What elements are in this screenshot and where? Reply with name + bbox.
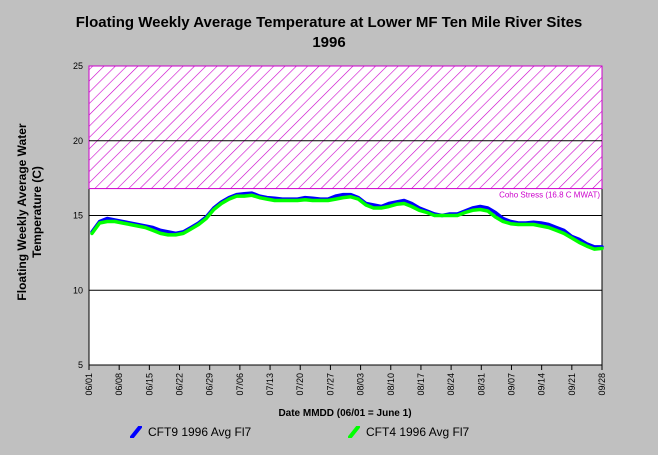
x-tick-label: 06/08: [114, 373, 124, 396]
legend-label-cft4: CFT4 1996 Avg Fl7: [366, 425, 470, 439]
chart-title-line2: 1996: [312, 34, 346, 51]
x-tick-label: 08/03: [356, 373, 366, 396]
x-tick-label: 09/28: [597, 373, 607, 396]
x-tick-label: 06/15: [144, 373, 154, 396]
x-tick-label: 08/10: [386, 373, 396, 396]
series-layer: [90, 191, 604, 251]
x-tick-label: 06/22: [175, 373, 185, 396]
x-tick-label: 09/21: [567, 373, 577, 396]
grid-layer: [89, 140, 602, 291]
x-tick-label: 07/13: [265, 373, 275, 396]
y-tick-label: 25: [73, 61, 83, 71]
y-ticks-layer: 5 10 15 20 25: [73, 61, 83, 370]
threshold-hatch: [89, 66, 602, 189]
y-tick-label: 15: [73, 211, 83, 221]
x-tick-label: 07/27: [325, 373, 335, 396]
y-tick-label: 20: [73, 136, 83, 146]
threshold-border: [88, 65, 603, 190]
legend-item-cft9: CFT9 1996 Avg Fl7: [130, 425, 251, 439]
threshold-label: Coho Stress (16.8 C MWAT): [499, 191, 600, 200]
x-tick-label: 08/24: [446, 373, 456, 396]
x-tick-label: 09/14: [537, 373, 547, 396]
x-tick-label: 08/17: [416, 373, 426, 396]
x-tick-label: 07/20: [295, 373, 305, 396]
y-tick-label: 10: [73, 285, 83, 295]
series-line-1: [90, 193, 604, 251]
y-tick-label: 5: [78, 360, 83, 370]
chart-title: Floating Weekly Average Temperature at L…: [0, 13, 658, 53]
x-axis-label: Date MMDD (06/01 = June 1): [278, 408, 412, 419]
x-tick-label: 08/31: [476, 373, 486, 396]
legend-item-cft4: CFT4 1996 Avg Fl7: [348, 425, 469, 439]
x-ticks-layer: 06/01 06/08 06/15 06/22 06/29 07/06 07/13 07/20…: [84, 365, 607, 396]
legend-swatch-cft4: [348, 425, 360, 439]
x-tick-label: 07/06: [235, 373, 245, 396]
legend-label-cft9: CFT9 1996 Avg Fl7: [148, 425, 252, 439]
x-tick-label: 06/01: [84, 373, 94, 396]
legend-swatch-cft9: [130, 425, 142, 439]
threshold-layer: Coho Stress (16.8 C MWAT): [88, 65, 603, 200]
x-tick-label: 06/29: [205, 373, 215, 396]
x-tick-label: 09/07: [506, 373, 516, 396]
chart-title-line1: Floating Weekly Average Temperature at L…: [75, 14, 583, 31]
